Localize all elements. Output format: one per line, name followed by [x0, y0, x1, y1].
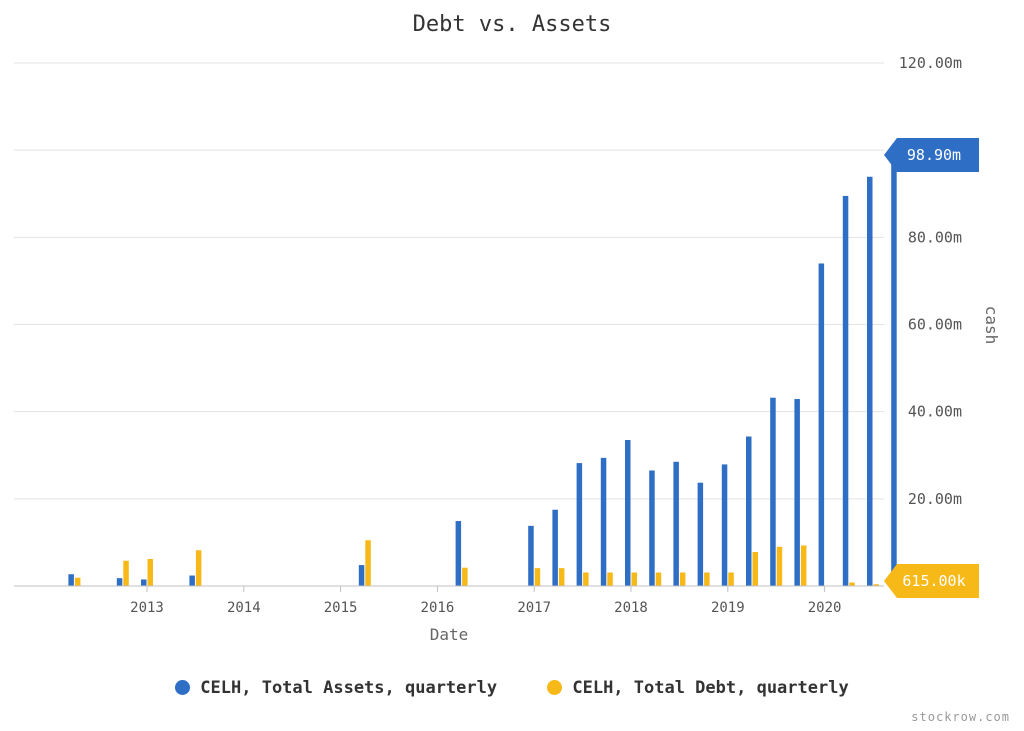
- total-assets-bar[interactable]: [697, 482, 704, 586]
- total-debt-flag: [884, 564, 979, 598]
- total-debt-bar[interactable]: [583, 572, 589, 586]
- legend-dot-total-debt: [547, 680, 563, 695]
- bar-series: [68, 154, 904, 587]
- total-debt-bar[interactable]: [679, 572, 686, 586]
- total-debt-bar[interactable]: [195, 550, 202, 586]
- total-assets-bar[interactable]: [455, 521, 462, 586]
- total-debt-bar[interactable]: [800, 545, 807, 586]
- total-debt-bar[interactable]: [752, 552, 759, 586]
- total-assets-bar[interactable]: [891, 154, 897, 587]
- total-debt-bar[interactable]: [365, 540, 371, 586]
- x-tick-label: 2014: [227, 600, 261, 616]
- total-assets-bar[interactable]: [358, 565, 365, 586]
- legend-label-total-debt: CELH, Total Debt, quarterly: [572, 678, 849, 698]
- legend-item-total-debt[interactable]: CELH, Total Debt, quarterly: [547, 678, 849, 698]
- total-debt-bar[interactable]: [147, 558, 154, 586]
- flag-label: 615.00k: [902, 572, 965, 590]
- total-assets-bar[interactable]: [552, 509, 558, 586]
- total-assets-bar[interactable]: [68, 574, 74, 586]
- x-tick-label: 2016: [421, 600, 455, 616]
- total-debt-bar[interactable]: [74, 577, 81, 586]
- total-debt-bar[interactable]: [728, 572, 734, 586]
- total-debt-bar[interactable]: [631, 572, 638, 586]
- y-tick-labels: 20.00m 40.00m 60.00m 80.00m 120.00m: [899, 54, 962, 508]
- total-assets-bar[interactable]: [818, 263, 825, 586]
- total-assets-bar[interactable]: [746, 436, 752, 586]
- chart-title: Debt vs. Assets: [413, 12, 612, 37]
- y-tick-label: 20.00m: [908, 490, 962, 508]
- y-tick-label: 80.00m: [908, 228, 962, 246]
- total-assets-bar[interactable]: [867, 176, 873, 586]
- x-tick-label: 2017: [517, 600, 551, 616]
- total-debt-bar[interactable]: [607, 572, 613, 586]
- x-tick-labels: 2013 2014 2015 2016 2017 2018 2019 2020: [130, 586, 841, 616]
- legend-label-total-assets: CELH, Total Assets, quarterly: [200, 678, 498, 698]
- x-tick-label: 2020: [808, 600, 842, 616]
- total-assets-bar[interactable]: [576, 463, 583, 586]
- y-tick-label: 120.00m: [899, 54, 962, 72]
- total-assets-bar[interactable]: [625, 439, 631, 586]
- total-assets-bar[interactable]: [649, 470, 655, 586]
- total-assets-bar[interactable]: [770, 397, 776, 586]
- y-axis-label: cash: [982, 306, 1001, 345]
- total-assets-flag: [884, 137, 979, 172]
- total-debt-bar[interactable]: [873, 584, 880, 586]
- x-tick-label: 2018: [614, 600, 648, 616]
- y-tick-label: 60.00m: [908, 316, 962, 334]
- total-debt-bar[interactable]: [776, 546, 783, 586]
- total-assets-bar[interactable]: [528, 525, 534, 586]
- total-assets-bar[interactable]: [600, 457, 607, 586]
- total-assets-bar[interactable]: [794, 399, 800, 586]
- credit-text: stockrow.com: [911, 710, 1010, 724]
- flag-label: 98.90m: [907, 146, 961, 164]
- total-assets-bar[interactable]: [673, 461, 679, 586]
- total-debt-bar[interactable]: [534, 568, 541, 586]
- legend-item-total-assets[interactable]: CELH, Total Assets, quarterly: [175, 678, 497, 698]
- total-assets-bar[interactable]: [721, 464, 728, 586]
- total-debt-bar[interactable]: [704, 572, 710, 586]
- total-assets-bar[interactable]: [116, 578, 123, 586]
- x-axis-label: Date: [430, 625, 469, 644]
- total-debt-bar[interactable]: [558, 568, 565, 586]
- total-debt-bar[interactable]: [123, 560, 129, 586]
- total-assets-bar[interactable]: [141, 579, 147, 586]
- y-tick-label: 40.00m: [908, 403, 962, 421]
- total-debt-bar[interactable]: [849, 582, 855, 586]
- total-assets-bar[interactable]: [842, 195, 849, 586]
- legend-dot-total-assets: [175, 680, 191, 695]
- x-tick-label: 2013: [130, 600, 164, 616]
- x-tick-label: 2015: [324, 600, 358, 616]
- total-assets-bar[interactable]: [189, 575, 195, 586]
- grid-lines: [14, 62, 884, 500]
- legend: CELH, Total Assets, quarterly CELH, Tota…: [0, 678, 1024, 698]
- total-debt-bar[interactable]: [655, 572, 662, 586]
- total-debt-bar[interactable]: [462, 567, 468, 586]
- last-value-flags: 98.90m 615.00k: [884, 137, 979, 598]
- x-tick-label: 2019: [711, 600, 745, 616]
